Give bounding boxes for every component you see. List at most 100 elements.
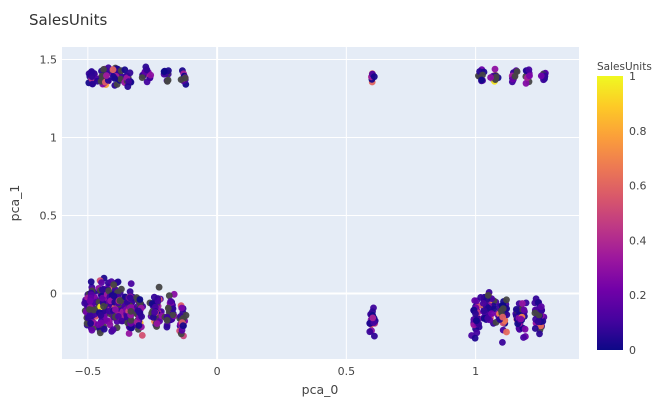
data-point xyxy=(537,303,545,311)
data-point xyxy=(522,79,530,87)
data-point xyxy=(135,307,143,315)
data-point xyxy=(99,286,106,294)
data-point xyxy=(499,305,507,312)
grid-lines xyxy=(62,47,579,359)
data-point xyxy=(479,300,487,307)
data-point xyxy=(100,66,107,73)
data-point xyxy=(153,320,161,327)
colorbar-ticks: 0 0.2 0.4 0.6 0.8 1 xyxy=(629,70,647,357)
data-point xyxy=(480,307,488,314)
data-point xyxy=(87,278,95,286)
data-point xyxy=(112,306,119,313)
data-point xyxy=(86,297,94,305)
y-tick-label: 0.5 xyxy=(40,209,58,222)
data-point xyxy=(118,285,125,293)
data-point xyxy=(125,330,133,337)
data-point xyxy=(136,296,144,303)
data-point xyxy=(371,332,378,340)
data-point xyxy=(517,315,525,323)
data-point xyxy=(127,280,135,287)
data-point xyxy=(88,73,96,80)
y-tick-label: 1.5 xyxy=(40,53,58,66)
data-point xyxy=(100,325,108,333)
x-tick-label: 0 xyxy=(214,365,221,378)
data-point xyxy=(164,304,172,312)
data-point xyxy=(138,332,146,339)
data-point xyxy=(100,302,107,310)
y-axis-title: pca_1 xyxy=(7,185,22,222)
data-point xyxy=(124,83,132,90)
data-point xyxy=(135,322,143,329)
y-axis-ticks: 0 0.5 1 1.5 xyxy=(40,53,58,300)
data-point xyxy=(87,319,94,327)
data-point xyxy=(86,306,93,313)
data-point xyxy=(473,329,481,337)
data-point xyxy=(492,73,500,81)
data-point xyxy=(143,66,151,74)
data-point xyxy=(366,328,374,336)
data-points xyxy=(81,63,549,346)
data-point xyxy=(473,317,480,325)
data-point xyxy=(521,325,529,333)
data-point xyxy=(126,288,134,296)
data-point xyxy=(534,318,542,326)
data-point xyxy=(167,297,175,305)
data-point xyxy=(484,292,492,299)
data-point xyxy=(155,283,163,291)
colorbar xyxy=(597,76,623,350)
data-point xyxy=(164,76,172,84)
data-point xyxy=(531,325,539,332)
data-point xyxy=(179,322,187,329)
x-tick-label: −0.5 xyxy=(74,365,101,378)
colorbar-tick-label: 0.4 xyxy=(629,234,647,247)
data-point xyxy=(487,74,494,81)
x-tick-label: 0.5 xyxy=(338,365,356,378)
data-point xyxy=(163,323,171,331)
data-point xyxy=(109,326,117,334)
data-point xyxy=(169,311,177,319)
data-point xyxy=(499,313,507,321)
data-point xyxy=(151,308,159,316)
data-point xyxy=(115,313,122,320)
chart-title: SalesUnits xyxy=(29,11,107,29)
data-point xyxy=(81,299,89,307)
colorbar-tick-label: 0.2 xyxy=(629,289,647,302)
data-point xyxy=(472,310,479,318)
data-point xyxy=(519,300,526,307)
data-point xyxy=(98,279,105,286)
data-point xyxy=(105,287,113,295)
data-point xyxy=(126,69,134,77)
data-point xyxy=(370,73,378,81)
data-point xyxy=(491,65,499,73)
data-point xyxy=(109,66,117,74)
data-point xyxy=(503,328,510,336)
data-point xyxy=(369,314,377,322)
data-point xyxy=(121,66,129,74)
data-point xyxy=(99,294,106,302)
data-point xyxy=(97,319,105,327)
data-point xyxy=(97,311,105,319)
x-axis-ticks: −0.5 0 0.5 1 xyxy=(74,365,479,378)
data-point xyxy=(520,334,527,341)
data-point xyxy=(488,310,495,317)
data-point xyxy=(478,76,485,84)
data-point xyxy=(110,73,117,81)
colorbar-title: SalesUnits xyxy=(597,61,652,73)
data-point xyxy=(181,74,189,82)
y-tick-label: 0 xyxy=(50,287,57,300)
data-point xyxy=(138,74,146,81)
data-point xyxy=(178,304,186,312)
colorbar-tick-label: 1 xyxy=(629,70,636,83)
data-point xyxy=(127,316,135,324)
data-point xyxy=(88,326,96,334)
data-point xyxy=(88,68,95,75)
data-point xyxy=(110,281,118,289)
data-point xyxy=(103,72,110,79)
data-point xyxy=(150,293,158,301)
data-point xyxy=(147,71,155,79)
data-point xyxy=(526,72,533,80)
data-point xyxy=(511,72,519,80)
data-point xyxy=(86,312,94,319)
colorbar-tick-label: 0.6 xyxy=(629,180,647,193)
